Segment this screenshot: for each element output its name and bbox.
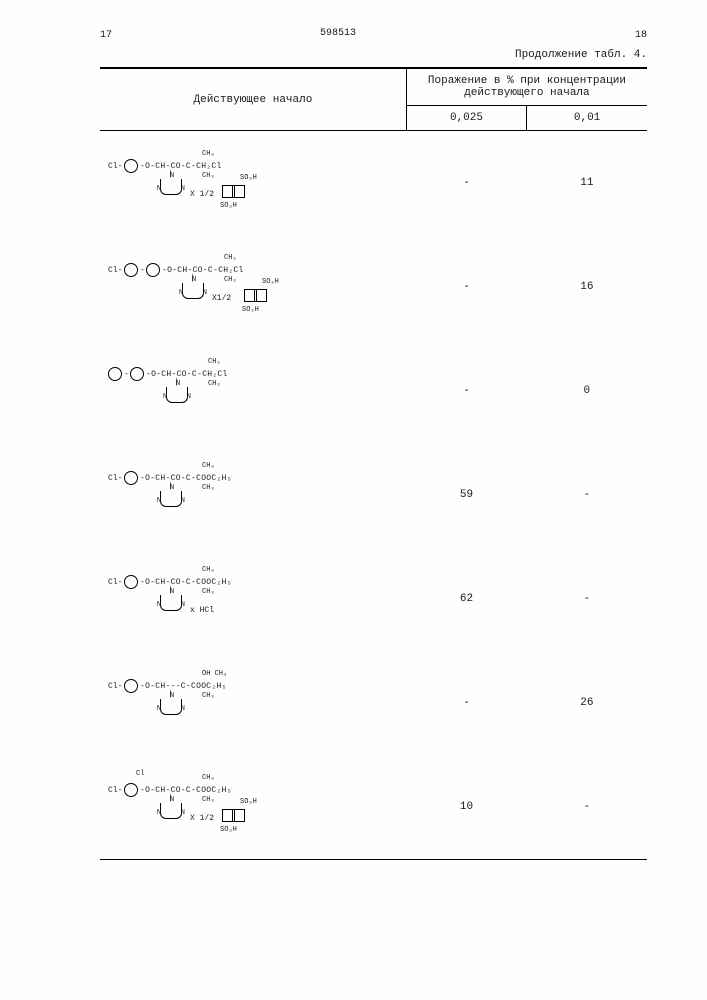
structure-cell: Cl--O-CH-CO-C-COOC₂H₅CH₃CH₃|N — [100, 443, 406, 547]
structure-cell: Cl--O-CH-CO-C-COOC₂H₅CH₃CH₃|Nx HCl — [100, 547, 406, 651]
table-row: --O-CH-CO-C-CH₂ClCH₃CH₃|N-0 — [100, 339, 647, 443]
table-continuation-label: Продолжение табл. 4. — [100, 49, 647, 61]
value-0025: - — [406, 651, 526, 755]
value-0025: - — [406, 235, 526, 339]
value-0025: 59 — [406, 443, 526, 547]
structure-cell: --O-CH-CO-C-CH₂ClCH₃CH₃|N — [100, 339, 406, 443]
structure-cell: Cl--O-CH-CO-C-CH₂ClCH₃CH₃|NX 1/2SO₃HSO₃H — [100, 131, 406, 236]
document-id: 598513 — [320, 28, 356, 39]
value-001: 16 — [527, 235, 647, 339]
header-active-principle: Действующее начало — [100, 68, 406, 131]
page-numbers: 17 18 — [100, 30, 647, 41]
table-row: Cl---O-CH-CO-C-CH₂ClCH₃CH₃|NX1/2SO₃HSO₃H… — [100, 235, 647, 339]
value-001: 11 — [527, 131, 647, 236]
value-001: - — [527, 443, 647, 547]
value-0025: - — [406, 131, 526, 236]
value-001: 0 — [527, 339, 647, 443]
page-num-left: 17 — [100, 30, 112, 41]
value-0025: 62 — [406, 547, 526, 651]
value-0025: - — [406, 339, 526, 443]
table-row: Cl--O-CH-CO-C-COOC₂H₅CH₃CH₃|N59- — [100, 443, 647, 547]
value-0025: 10 — [406, 755, 526, 860]
table-row: Cl--O-CH-CO-C-COOC₂H₅CH₃CH₃|Nx HCl62- — [100, 547, 647, 651]
value-001: - — [527, 755, 647, 860]
header-concentration: Поражение в % при концентрации действующ… — [406, 68, 647, 106]
table-row: Cl-Cl-O-CH-CO-C-COOC₂H₅CH₃CH₃|NX 1/2SO₃H… — [100, 755, 647, 860]
value-001: - — [527, 547, 647, 651]
value-001: 26 — [527, 651, 647, 755]
structure-cell: Cl-Cl-O-CH-CO-C-COOC₂H₅CH₃CH₃|NX 1/2SO₃H… — [100, 755, 406, 860]
header-conc-001: 0,01 — [527, 106, 647, 131]
data-table: Действующее начало Поражение в % при кон… — [100, 67, 647, 860]
structure-cell: Cl--O-CH---C-COOC₂H₅OH CH₃CH₃|N — [100, 651, 406, 755]
structure-cell: Cl---O-CH-CO-C-CH₂ClCH₃CH₃|NX1/2SO₃HSO₃H — [100, 235, 406, 339]
table-row: Cl--O-CH---C-COOC₂H₅OH CH₃CH₃|N-26 — [100, 651, 647, 755]
table-row: Cl--O-CH-CO-C-CH₂ClCH₃CH₃|NX 1/2SO₃HSO₃H… — [100, 131, 647, 236]
header-conc-0025: 0,025 — [406, 106, 526, 131]
page-num-right: 18 — [635, 30, 647, 41]
